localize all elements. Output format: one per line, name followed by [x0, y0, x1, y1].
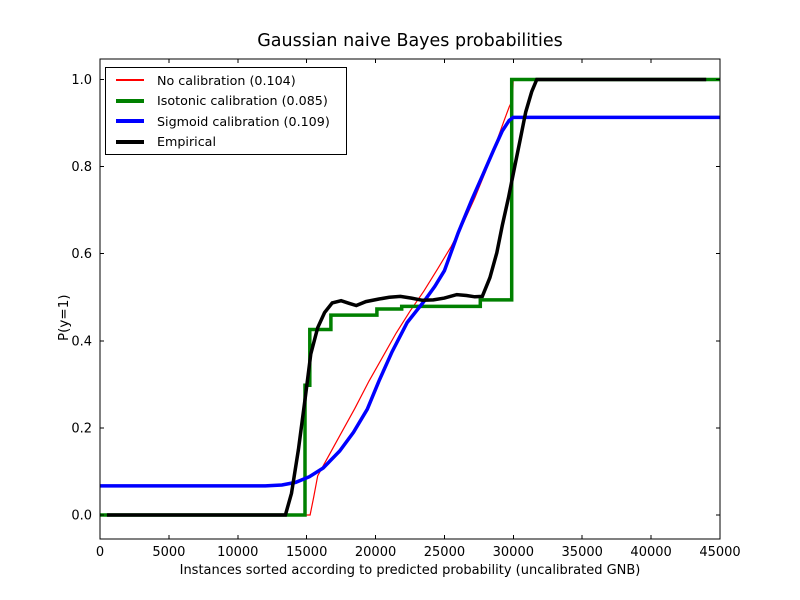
x-tick-label: 15000	[286, 545, 327, 560]
y-tick-label: 1.0	[71, 73, 92, 88]
x-tick-label: 20000	[355, 545, 396, 560]
legend: No calibration (0.104) Isotonic calibrat…	[105, 67, 347, 155]
empirical-line-sample-icon	[116, 139, 144, 144]
legend-row-isotonic-calibration: Isotonic calibration (0.085)	[116, 91, 346, 111]
legend-row-empirical: Empirical	[116, 132, 346, 152]
x-tick-label: 45000	[699, 545, 740, 560]
x-tick-label: 5000	[152, 545, 185, 560]
legend-label-empirical: Empirical	[157, 134, 216, 150]
series-line-2	[100, 115, 720, 488]
x-tick-label: 0	[96, 545, 104, 560]
axes-frame	[99, 58, 721, 540]
legend-label-no-calibration: No calibration (0.104)	[157, 72, 296, 88]
chart-title: Gaussian naive Bayes probabilities	[257, 31, 563, 51]
series-line-3	[106, 77, 707, 517]
y-tick-label: 0.0	[71, 509, 92, 524]
y-tick-label: 0.4	[71, 334, 92, 349]
y-tick-label: 0.2	[71, 421, 92, 436]
y-tick-label: 0.8	[71, 160, 92, 175]
isotonic-calibration-line-sample-icon	[116, 98, 144, 103]
x-tick-label: 40000	[630, 545, 671, 560]
x-tick-label: 35000	[562, 545, 603, 560]
sigmoid-calibration-line-sample-icon	[116, 119, 144, 124]
legend-row-sigmoid-calibration: Sigmoid calibration (0.109)	[116, 111, 346, 131]
legend-row-no-calibration: No calibration (0.104)	[116, 70, 346, 90]
x-tick-label: 30000	[493, 545, 534, 560]
y-tick-label: 0.6	[71, 247, 92, 262]
legend-label-sigmoid-calibration: Sigmoid calibration (0.109)	[157, 113, 330, 129]
x-tick-label: 25000	[424, 545, 465, 560]
no-calibration-line-sample-icon	[116, 79, 144, 82]
legend-label-isotonic-calibration: Isotonic calibration (0.085)	[157, 93, 328, 109]
x-tick-label: 10000	[217, 545, 258, 560]
x-axis-label: Instances sorted according to predicted …	[179, 563, 641, 578]
